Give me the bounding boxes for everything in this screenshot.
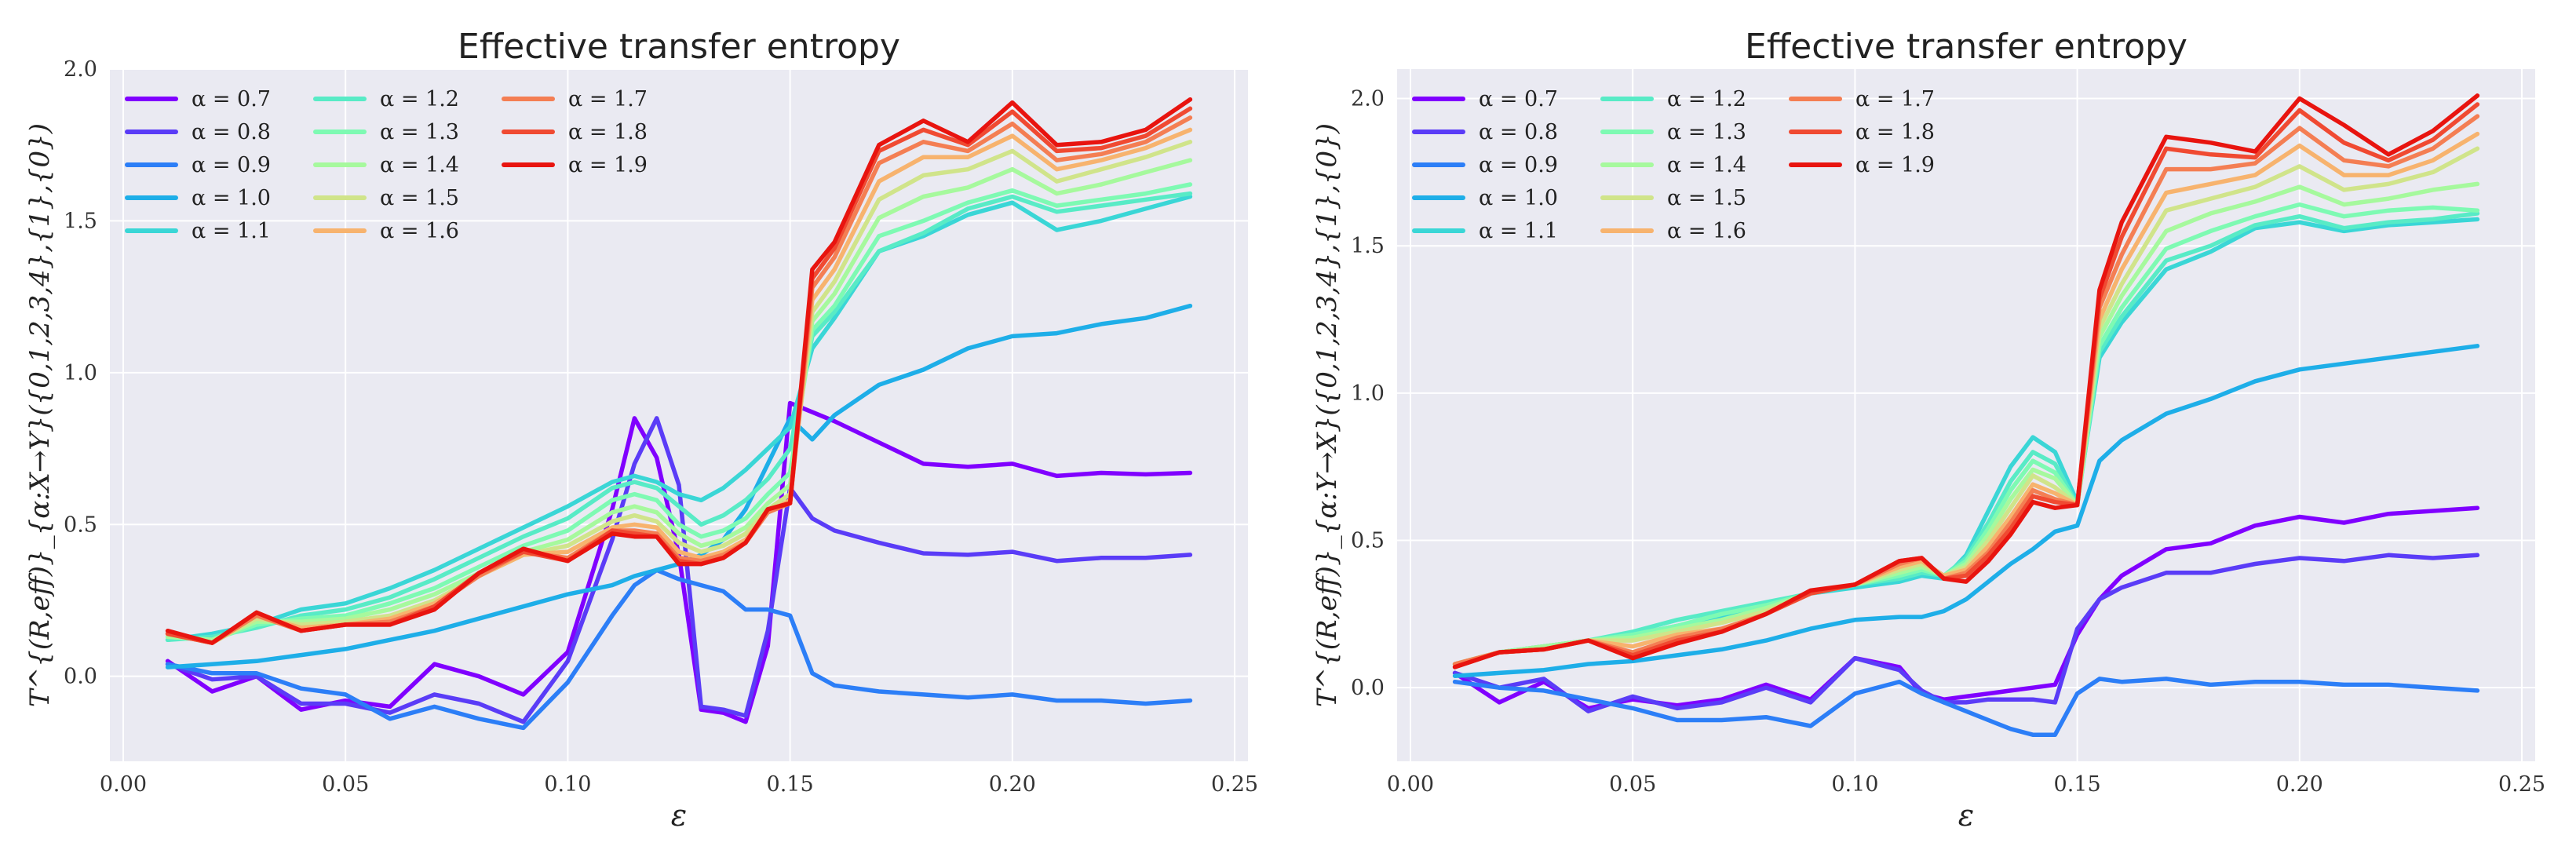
- series-line: [1452, 93, 2480, 669]
- series-line: [1452, 553, 2480, 713]
- series-line: [165, 194, 1193, 643]
- series-line: [165, 567, 1193, 731]
- series-line: [165, 303, 1193, 669]
- legend-entry-label: α = 1.8: [1855, 120, 1935, 144]
- series-line: [1452, 211, 2480, 666]
- legend-entry-label: α = 1.2: [1667, 87, 1746, 111]
- y-tick-label: 1.0: [1351, 381, 1385, 406]
- legend-entry-label: α = 1.9: [568, 153, 648, 177]
- legend-entry-label: α = 1.0: [192, 186, 271, 210]
- series-line: [1452, 181, 2480, 666]
- legend-entry-label: α = 1.5: [1667, 186, 1746, 210]
- y-tick-label: 0.5: [64, 513, 97, 537]
- y-tick-label: 0.0: [1351, 676, 1385, 700]
- x-tick-label: 0.10: [544, 772, 591, 797]
- right-chart: 0.00 0.05 0.10 0.15 0.20 0.250.00.51.01.52.0 …: [1312, 27, 2545, 833]
- legend-entry-label: α = 1.7: [568, 87, 648, 111]
- y-tick-label: 1.5: [1351, 234, 1385, 258]
- left-series-lines: [165, 97, 1193, 731]
- legend-entry-label: α = 0.9: [1479, 153, 1558, 177]
- legend-entry-label: α = 1.1: [1479, 219, 1558, 243]
- series-line: [1452, 344, 2480, 678]
- right-x-axis-label: ε: [1958, 798, 1974, 833]
- right-series-lines: [1452, 93, 2480, 737]
- legend-entry-label: α = 1.4: [380, 153, 459, 177]
- legend-entry-label: α = 1.4: [1667, 153, 1746, 177]
- right-chart-title: Effective transfer entropy: [1745, 27, 2187, 67]
- x-tick-label: 0.00: [100, 772, 147, 797]
- legend-entry-label: α = 1.6: [1667, 219, 1746, 243]
- right-plot-area: [1397, 69, 2535, 761]
- series-line: [1452, 102, 2480, 669]
- legend-entry-label: α = 1.8: [568, 120, 648, 144]
- series-line: [1452, 131, 2480, 666]
- right-y-axis-label: T^{(R,eff)}_{α:Y→X}({0,1,2,3,4},{1},{0}): [1312, 123, 1343, 707]
- series-line: [165, 182, 1193, 643]
- legend-entry-label: α = 1.6: [380, 219, 459, 243]
- legend-entry-label: α = 1.3: [380, 120, 459, 144]
- left-plot-area: [110, 69, 1248, 761]
- y-tick-label: 1.5: [64, 209, 97, 233]
- legend-entry-label: α = 1.9: [1855, 153, 1935, 177]
- x-tick-label: 0.00: [1387, 772, 1434, 797]
- y-tick-label: 1.0: [64, 361, 97, 385]
- left-chart-title: Effective transfer entropy: [458, 27, 900, 67]
- x-tick-label: 0.15: [767, 772, 814, 797]
- x-tick-label: 0.20: [2276, 772, 2323, 797]
- series-line: [165, 140, 1193, 645]
- series-line: [1452, 146, 2480, 666]
- legend-entry-label: α = 0.8: [1479, 120, 1558, 144]
- x-tick-label: 0.20: [989, 772, 1036, 797]
- series-line: [1452, 677, 2480, 737]
- right-legend: α = 0.7 α = 0.8 α = 0.9 α = 1.0 α = 1.1 α = 1…: [1412, 87, 1935, 243]
- y-tick-label: 0.0: [64, 665, 97, 689]
- x-tick-label: 0.05: [322, 772, 369, 797]
- legend-entry-label: α = 0.7: [192, 87, 271, 111]
- left-y-axis-label: T^{(R,eff)}_{α:X→Y}({0,1,2,3,4},{1},{0}): [24, 123, 56, 707]
- right-gridlines: [1397, 69, 2535, 761]
- left-legend: α = 0.7 α = 0.8 α = 0.9 α = 1.0 α = 1.1 α = 1…: [125, 87, 648, 243]
- x-tick-label: 0.10: [1831, 772, 1878, 797]
- legend-entry-label: α = 1.2: [380, 87, 459, 111]
- legend-entry-label: α = 1.5: [380, 186, 459, 210]
- legend-entry-label: α = 0.7: [1479, 87, 1558, 111]
- series-line: [1452, 202, 2480, 666]
- left-x-axis-label: ε: [671, 798, 687, 833]
- legend-entry-label: α = 1.1: [192, 219, 271, 243]
- legend-entry-label: α = 1.0: [1479, 186, 1558, 210]
- y-tick-label: 2.0: [1351, 87, 1385, 111]
- left-chart: 0.00 0.05 0.10 0.15 0.20 0.250.00.51.01.52.0 …: [24, 27, 1258, 833]
- x-tick-label: 0.25: [1211, 772, 1258, 797]
- series-line: [165, 400, 1193, 724]
- x-tick-label: 0.25: [2498, 772, 2545, 797]
- left-tick-labels: 0.00 0.05 0.10 0.15 0.20 0.25 0.0 0.5 1.0 1.5 2.0: [64, 57, 1258, 797]
- series-line: [165, 191, 1193, 643]
- legend-entry-label: α = 1.3: [1667, 120, 1746, 144]
- legend-entry-label: α = 0.9: [192, 153, 271, 177]
- x-tick-label: 0.05: [1609, 772, 1656, 797]
- y-tick-label: 2.0: [64, 57, 97, 82]
- legend-entry-label: α = 1.7: [1855, 87, 1935, 111]
- series-line: [165, 97, 1193, 645]
- series-line: [165, 158, 1193, 643]
- legend-entry-label: α = 0.8: [192, 120, 271, 144]
- right-tick-labels: 0.00 0.05 0.10 0.15 0.20 0.25 0.0 0.5 1.0 1.5 2.0: [1351, 87, 2545, 797]
- y-tick-label: 0.5: [1351, 529, 1385, 553]
- x-tick-label: 0.15: [2054, 772, 2101, 797]
